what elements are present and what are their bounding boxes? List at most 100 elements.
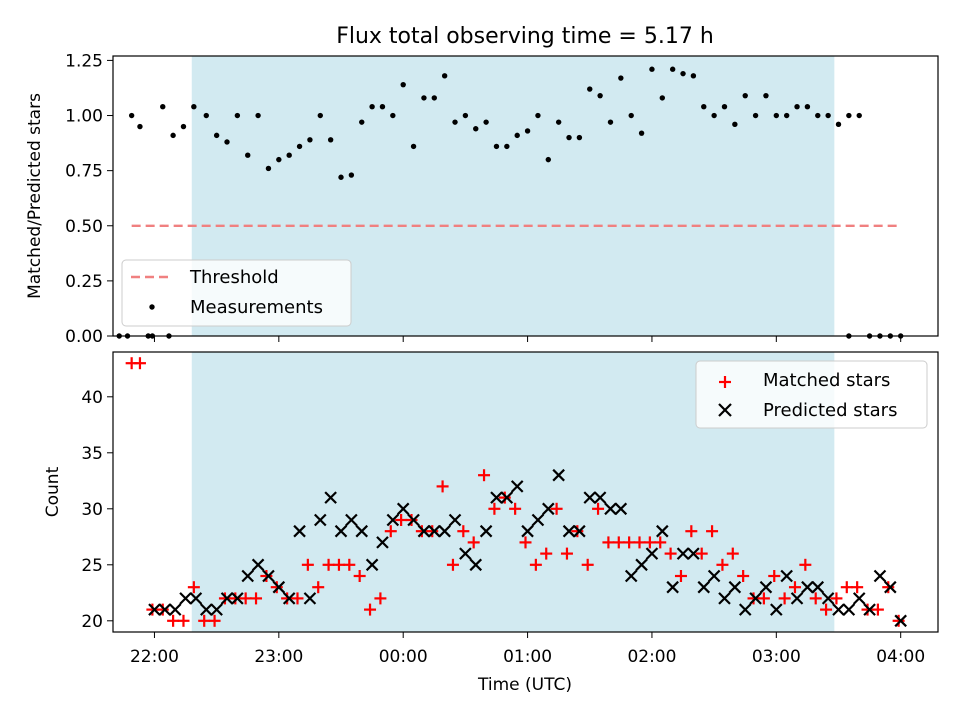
legend-matched-swatch [719, 376, 731, 388]
predicted-star-marker [770, 603, 783, 616]
measurement-point [160, 104, 166, 110]
predicted-star-marker [801, 580, 814, 594]
matched-star-marker [519, 536, 532, 549]
measurement-point [421, 95, 427, 101]
measurement-point [566, 134, 572, 141]
bottom-x-tick-label: 00:00 [379, 647, 428, 667]
top-legend: Threshold Measurements [121, 259, 352, 327]
matched-star-marker [809, 592, 822, 605]
measurement-point [773, 112, 780, 119]
predicted-star-marker [593, 491, 607, 504]
predicted-star-marker [407, 513, 420, 527]
predicted-star-marker [552, 468, 565, 482]
measurement-point [835, 121, 842, 128]
measurement-point [379, 104, 386, 110]
bottom-legend: Matched stars Predicted stars [695, 360, 928, 429]
measurement-point [170, 132, 176, 139]
matched-star-marker [436, 480, 449, 493]
matched-star-marker [260, 570, 273, 582]
measurement-point [286, 152, 292, 158]
measurement-point [265, 165, 272, 172]
top-legend-box [121, 259, 352, 327]
matched-star-marker [529, 558, 542, 571]
matched-star-marker [322, 558, 335, 571]
measurement-point [752, 112, 759, 119]
predicted-star-marker [334, 524, 348, 538]
matched-star-marker [664, 547, 677, 560]
measurement-point [649, 66, 655, 72]
predicted-star-marker [417, 524, 431, 538]
predicted-star-marker [542, 502, 555, 516]
matched-star-marker [726, 547, 739, 560]
measurement-point [493, 143, 500, 150]
matched-star-marker [187, 581, 200, 594]
legend-threshold-label: Threshold [189, 267, 279, 288]
measurement-point [245, 152, 251, 158]
predicted-star-marker [656, 524, 669, 538]
predicted-star-marker [894, 614, 907, 628]
predicted-star-marker [438, 524, 451, 538]
matched-star-marker [674, 570, 687, 582]
measurement-point [846, 112, 852, 119]
measurement-point [369, 104, 375, 110]
matched-star-marker [581, 558, 594, 571]
matched-star-marker [239, 592, 252, 605]
matched-star-marker [706, 525, 719, 538]
measurement-point [327, 137, 334, 143]
measurement-point [213, 132, 220, 139]
predicted-star-marker [863, 603, 876, 616]
predicted-star-marker [624, 569, 638, 583]
legend-matched-label: Matched stars [763, 370, 890, 391]
predicted-star-marker [303, 592, 317, 605]
predicted-star-marker [189, 592, 203, 605]
top-x-ticks [153, 336, 902, 342]
top-y-tick-label: 1.00 [65, 107, 103, 127]
matched-star-marker [540, 547, 553, 560]
predicted-star-marker [479, 524, 493, 538]
legend-measurements-swatch [149, 304, 155, 310]
measurement-point [410, 143, 417, 150]
predicted-star-marker [790, 592, 804, 605]
predicted-star-marker [749, 592, 762, 605]
measurement-point [680, 70, 686, 77]
bottom-x-tick-label: 03:00 [752, 647, 801, 667]
measurement-point [618, 75, 624, 81]
predicted-star-marker [583, 491, 597, 504]
bottom-y-tick-label: 35 [81, 444, 103, 464]
measurement-point [191, 104, 197, 110]
matched-star-marker [488, 502, 501, 515]
matched-star-marker [332, 558, 345, 571]
predicted-star-marker [345, 513, 358, 527]
predicted-star-marker [324, 491, 337, 504]
predicted-star-marker [832, 603, 845, 616]
top-y-tick-label: 0.00 [65, 327, 103, 347]
predicted-star-marker [293, 524, 306, 538]
measurement-point [390, 112, 396, 119]
matched-star-marker [467, 536, 480, 549]
bottom-x-tick-label: 01:00 [503, 647, 552, 667]
matched-star-marker [312, 581, 325, 594]
measurement-point [441, 73, 448, 79]
matched-star-marker [301, 558, 314, 571]
measurement-point [825, 112, 831, 119]
chart-title: Flux total observing time = 5.17 h [336, 24, 714, 49]
bottom-x-tick-label: 22:00 [130, 647, 179, 667]
predicted-star-marker [873, 569, 887, 583]
predicted-star-marker [562, 524, 576, 538]
bottom-legend-box [695, 360, 928, 429]
matched-star-marker [737, 570, 750, 582]
predicted-star-marker [179, 592, 192, 605]
bottom-x-tick-label: 02:00 [627, 647, 676, 667]
predicted-star-marker [355, 524, 369, 538]
predicted-star-marker [500, 491, 514, 504]
measurement-point [576, 134, 583, 141]
matched-star-marker [695, 547, 708, 560]
predicted-star-marker [365, 558, 379, 572]
matched-star-marker [685, 525, 698, 538]
matched-star-marker [343, 558, 356, 571]
measurement-point [545, 156, 552, 163]
measurement-point [763, 92, 769, 99]
matched-star-marker [446, 558, 459, 571]
matched-star-marker [250, 592, 263, 605]
